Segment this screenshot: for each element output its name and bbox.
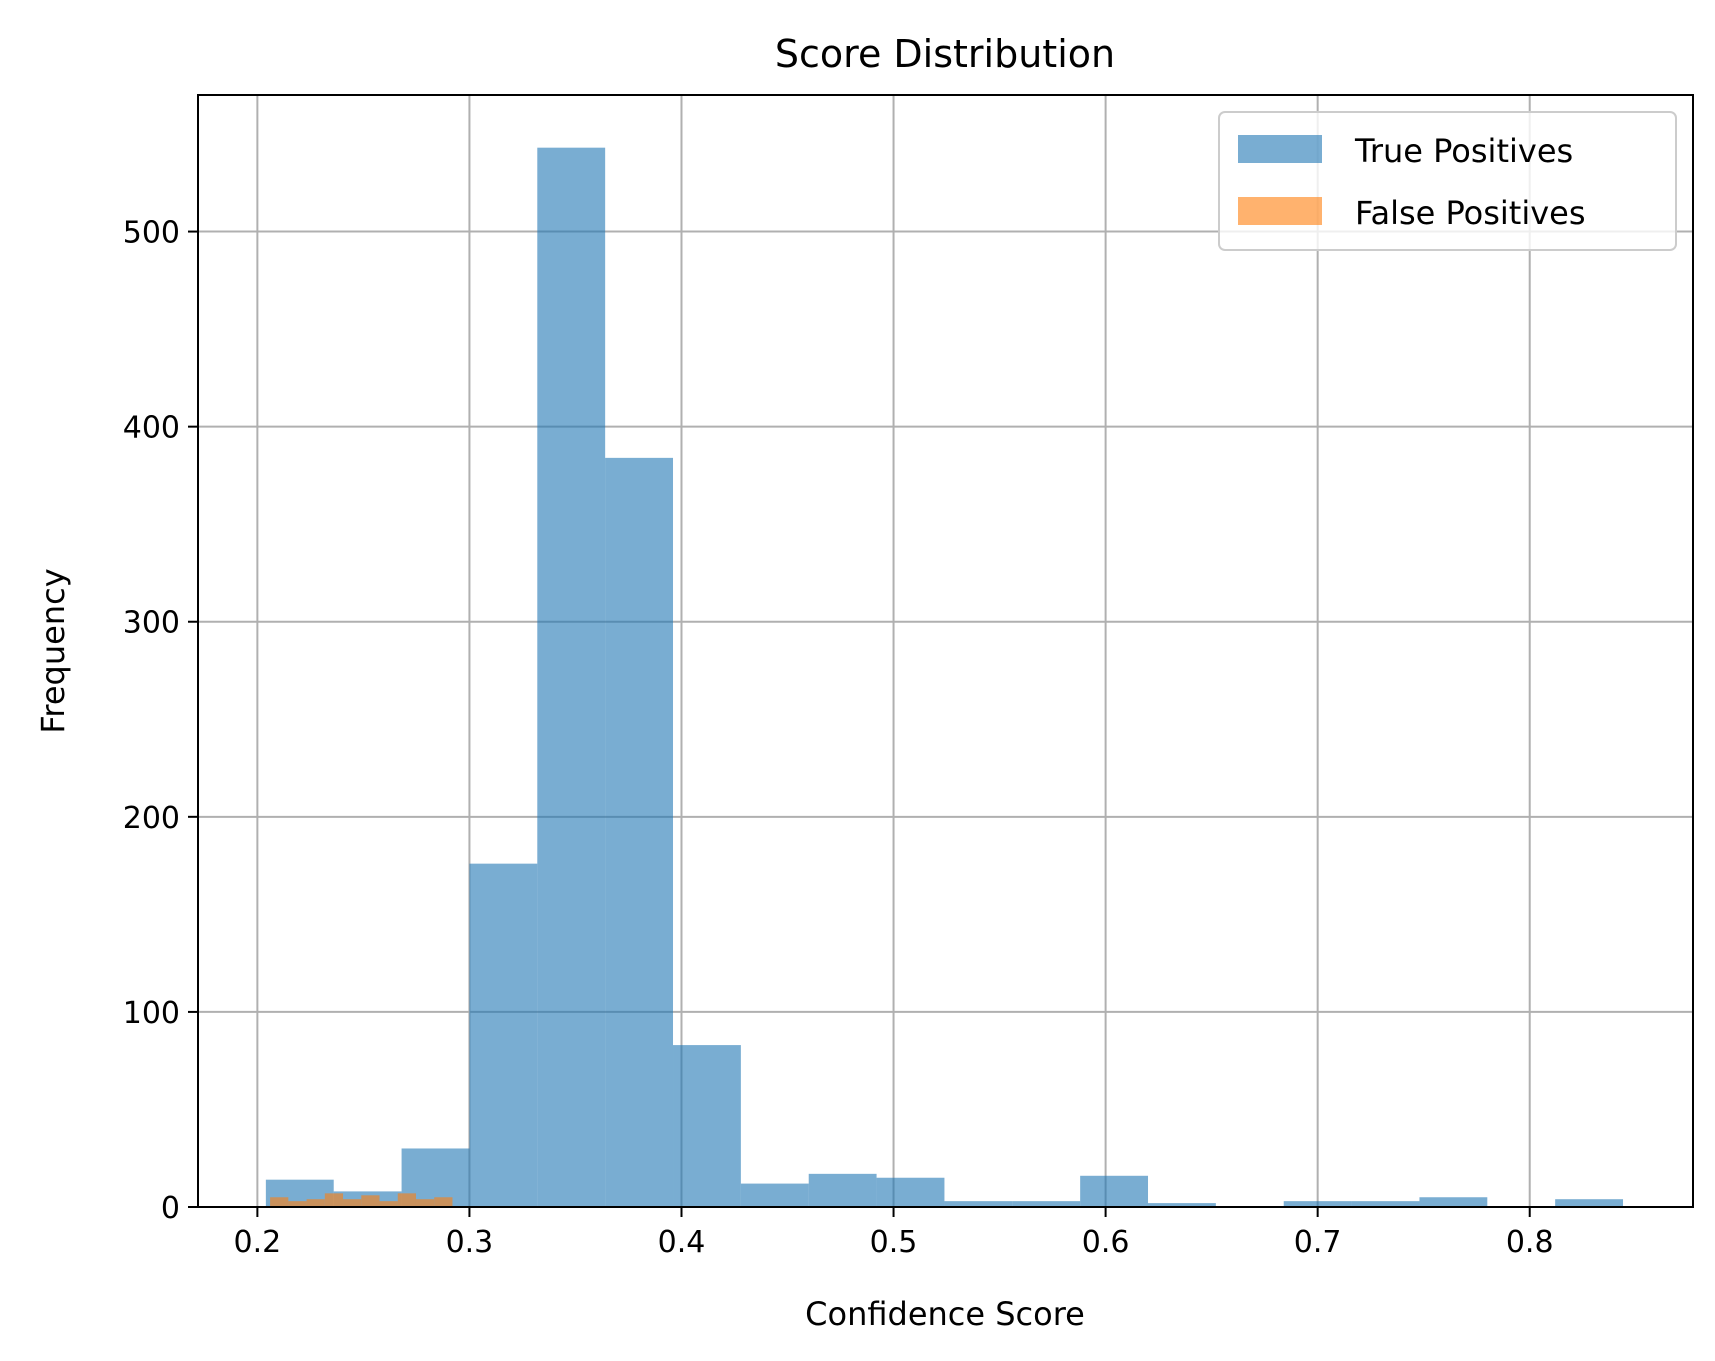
false-positives-bar-1 — [288, 1201, 307, 1207]
true-positives-bar-9 — [876, 1177, 945, 1207]
x-tick-label-0: 0.2 — [234, 1225, 282, 1260]
legend: True Positives False Positives — [1218, 111, 1677, 251]
true-positives-bar-11 — [1012, 1201, 1081, 1207]
y-tick-label-4: 400 — [123, 411, 180, 446]
y-tick-label-5: 500 — [123, 216, 180, 251]
x-tick-label-4: 0.6 — [1082, 1225, 1130, 1260]
y-tick-label-1: 100 — [123, 996, 180, 1031]
legend-swatch-false-positives — [1238, 197, 1322, 225]
x-tick-label-2: 0.4 — [658, 1225, 706, 1260]
chart-title: Score Distribution — [775, 32, 1115, 76]
legend-swatch-true-positives — [1238, 135, 1322, 163]
legend-frame — [1218, 111, 1677, 251]
true-positives-bar-8 — [808, 1173, 877, 1207]
true-positives-bar-6 — [673, 1045, 741, 1207]
true-positives-bar-4 — [537, 147, 606, 1207]
true-positives-bar-7 — [740, 1183, 809, 1207]
false-positives-bar-0 — [270, 1197, 289, 1207]
true-positives-bar-19 — [1555, 1199, 1624, 1207]
false-positives-bar-7 — [397, 1193, 416, 1207]
histogram-bars — [265, 147, 1624, 1207]
true-positives-bar-17 — [1419, 1197, 1488, 1207]
true-positives-bar-3 — [469, 863, 538, 1207]
true-positives-bar-5 — [605, 457, 674, 1207]
x-tick-label-5: 0.7 — [1294, 1225, 1342, 1260]
x-axis-label: Confidence Score — [805, 1295, 1085, 1333]
x-tick-label-6: 0.8 — [1506, 1225, 1554, 1260]
false-positives-bar-8 — [415, 1199, 435, 1207]
plot-area-frame — [197, 94, 1694, 1208]
y-tick-label-3: 300 — [123, 606, 180, 641]
true-positives-bar-10 — [944, 1201, 1013, 1207]
axis-ticks: 0.2 0.3 0.4 0.5 0.6 0.7 0.8 0 100 200 300 400 500 — [123, 216, 1554, 1260]
y-tick-label-2: 200 — [123, 801, 180, 836]
true-positives-bar-12 — [1080, 1175, 1149, 1207]
true-positives-bar-16 — [1351, 1201, 1420, 1207]
legend-label-false-positives: False Positives — [1355, 194, 1586, 232]
false-positives-bar-2 — [306, 1199, 325, 1207]
true-positives-bar-13 — [1148, 1203, 1216, 1207]
legend-label-true-positives: True Positives — [1354, 132, 1573, 170]
y-axis-label: Frequency — [34, 568, 72, 733]
y-tick-label-0: 0 — [161, 1191, 180, 1226]
true-positives-bar-15 — [1283, 1201, 1352, 1207]
false-positives-bar-5 — [361, 1195, 380, 1207]
x-tick-label-3: 0.5 — [870, 1225, 918, 1260]
false-positives-bar-6 — [379, 1201, 398, 1207]
x-tick-label-1: 0.3 — [446, 1225, 494, 1260]
false-positives-bar-4 — [343, 1199, 362, 1207]
false-positives-bar-9 — [434, 1197, 453, 1207]
false-positives-bar-3 — [324, 1193, 344, 1207]
